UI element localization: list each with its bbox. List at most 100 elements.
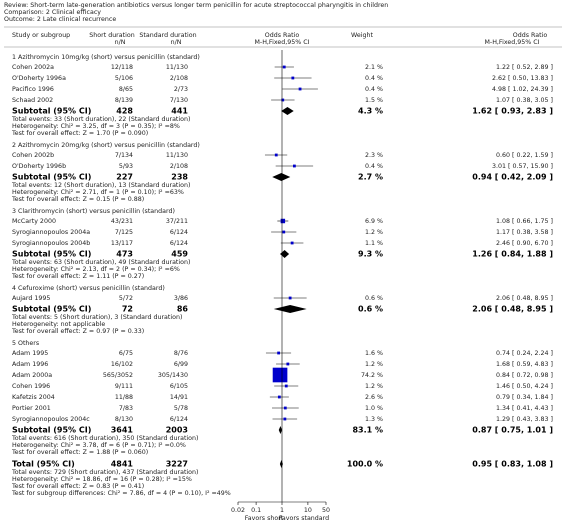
weight: 74.2 %	[361, 372, 383, 379]
summary-label: Subtotal (95% CI)	[12, 173, 91, 182]
group-note: Heterogeneity: Chi² = 2.13, df = 2 (P = …	[12, 266, 180, 273]
summary-label: Subtotal (95% CI)	[12, 107, 91, 116]
study-name: Cohen 1996	[12, 383, 50, 390]
effect-square	[282, 230, 286, 234]
x-tick-label: 0.1	[251, 507, 261, 514]
study-name: Cohen 2002a	[12, 64, 54, 71]
standard-events: 6/99	[174, 361, 188, 368]
short-events: 7/134	[115, 152, 133, 159]
column-header: Odds Ratio	[513, 32, 548, 39]
ci-label: 2.62 [ 0.50, 13.83 ]	[492, 75, 553, 82]
standard-events: 37/211	[166, 218, 188, 225]
study-name: Adam 1995	[12, 350, 48, 357]
ci-label: 1.68 [ 0.59, 4.83 ]	[496, 361, 553, 368]
study-name: Pacifico 1996	[12, 86, 54, 93]
column-header: M-H,Fixed,95% CI	[254, 39, 309, 46]
group-note: Total events: 616 (Short duration), 350 …	[11, 435, 198, 442]
weight: 0.6 %	[365, 295, 383, 302]
short-events: 6/75	[119, 350, 133, 357]
weight: 83.1 %	[352, 426, 383, 435]
summary-label: Subtotal (95% CI)	[12, 426, 91, 435]
group-label: 2 Azithromycin 20mg/kg (short) versus pe…	[12, 142, 200, 149]
total-note: Total events: 729 (Short duration), 437 …	[11, 469, 198, 476]
summary-diamond	[273, 305, 307, 313]
short-events: 13/117	[111, 240, 133, 247]
standard-events: 6/124	[170, 240, 188, 247]
weight: 2.1 %	[365, 64, 383, 71]
ci-label: 3.01 [ 0.57, 15.90 ]	[492, 163, 553, 170]
short-total: 3641	[111, 426, 134, 435]
column-header: Study or subgroup	[12, 32, 70, 39]
weight: 1.3 %	[365, 416, 383, 423]
group-note: Total events: 33 (Short duration), 22 (S…	[11, 116, 190, 123]
axis-label-left: Favors short	[245, 515, 284, 522]
effect-square	[291, 76, 295, 80]
effect-square	[282, 65, 286, 69]
column-header: n/N	[171, 39, 182, 46]
short-events: 16/102	[111, 361, 133, 368]
weight: 9.3 %	[358, 250, 383, 259]
header-line: Outcome: 2 Late clinical recurrence	[4, 16, 116, 23]
weight: 1.2 %	[365, 383, 383, 390]
standard-total: 459	[171, 250, 188, 259]
ci-label: 1.07 [ 0.38, 3.05 ]	[496, 97, 553, 104]
total-note: Heterogeneity: Chi² = 18.86, df = 16 (P …	[12, 476, 192, 483]
study-name: Kafetzis 2004	[12, 394, 55, 401]
summary-label: Subtotal (95% CI)	[12, 250, 91, 259]
standard-events: 6/105	[170, 383, 188, 390]
short-events: 8/130	[115, 416, 133, 423]
effect-square	[290, 241, 294, 245]
group-note: Test for overall effect: Z = 0.15 (P = 0…	[11, 196, 144, 203]
x-tick-label: 10	[304, 507, 312, 514]
x-tick-label: 0.02	[231, 507, 245, 514]
short-events: 565/3052	[103, 372, 133, 379]
weight: 1.1 %	[365, 240, 383, 247]
standard-total: 86	[177, 305, 189, 314]
ci-label: 2.46 [ 0.90, 6.70 ]	[496, 240, 553, 247]
effect-square	[283, 417, 287, 421]
x-tick-label: 50	[322, 507, 330, 514]
weight: 100.0 %	[347, 460, 383, 469]
standard-total: 3227	[166, 460, 188, 469]
ci-label: 2.06 [ 0.48, 8.95 ]	[496, 295, 553, 302]
standard-events: 11/130	[166, 152, 188, 159]
ci-label: 1.17 [ 0.38, 3.58 ]	[496, 229, 553, 236]
effect-square	[277, 351, 281, 355]
study-name: Syrogiannopoulos 2004a	[12, 229, 90, 236]
standard-events: 11/130	[166, 64, 188, 71]
column-header: Weight	[351, 32, 373, 39]
ci-label: 0.74 [ 0.24, 2.24 ]	[496, 350, 553, 357]
weight: 2.3 %	[365, 152, 383, 159]
effect-square	[272, 367, 288, 383]
short-events: 43/231	[111, 218, 133, 225]
summary-label: Total (95% CI)	[12, 460, 75, 469]
standard-events: 2/73	[174, 86, 188, 93]
weight: 0.4 %	[365, 75, 383, 82]
header-line: Comparison: 2 Clinical efficacy	[4, 9, 101, 16]
group-label: 4 Cefuroxime (short) versus penicillin (…	[12, 285, 165, 292]
ci-label: 0.94 [ 0.42, 2.09 ]	[472, 173, 553, 182]
group-note: Test for overall effect: Z = 1.88 (P = 0…	[11, 449, 148, 456]
standard-events: 5/78	[174, 405, 188, 412]
group-note: Heterogeneity: Chi² = 3.78, df = 6 (P = …	[12, 442, 186, 449]
standard-events: 6/124	[170, 416, 188, 423]
summary-diamond	[279, 460, 283, 468]
standard-total: 238	[171, 173, 188, 182]
ci-label: 4.98 [ 1.02, 24.39 ]	[492, 86, 553, 93]
ci-label: 1.22 [ 0.52, 2.89 ]	[496, 64, 553, 71]
column-header: M-H,Fixed,95% CI	[484, 39, 539, 46]
standard-events: 3/86	[174, 295, 188, 302]
group-note: Heterogeneity: Chi² = 2.71, df = 1 (P = …	[12, 189, 184, 196]
weight: 1.6 %	[365, 350, 383, 357]
ci-label: 1.62 [ 0.93, 2.83 ]	[472, 107, 553, 116]
weight: 0.4 %	[365, 163, 383, 170]
column-header: Standard duration	[139, 32, 196, 39]
ci-label: 1.08 [ 0.66, 1.75 ]	[496, 218, 553, 225]
effect-square	[292, 164, 296, 168]
effect-square	[298, 87, 302, 91]
short-events: 7/125	[115, 229, 133, 236]
standard-events: 8/76	[174, 350, 188, 357]
effect-square	[288, 296, 292, 300]
study-name: Portier 2001	[12, 405, 51, 412]
standard-events: 6/124	[170, 229, 188, 236]
